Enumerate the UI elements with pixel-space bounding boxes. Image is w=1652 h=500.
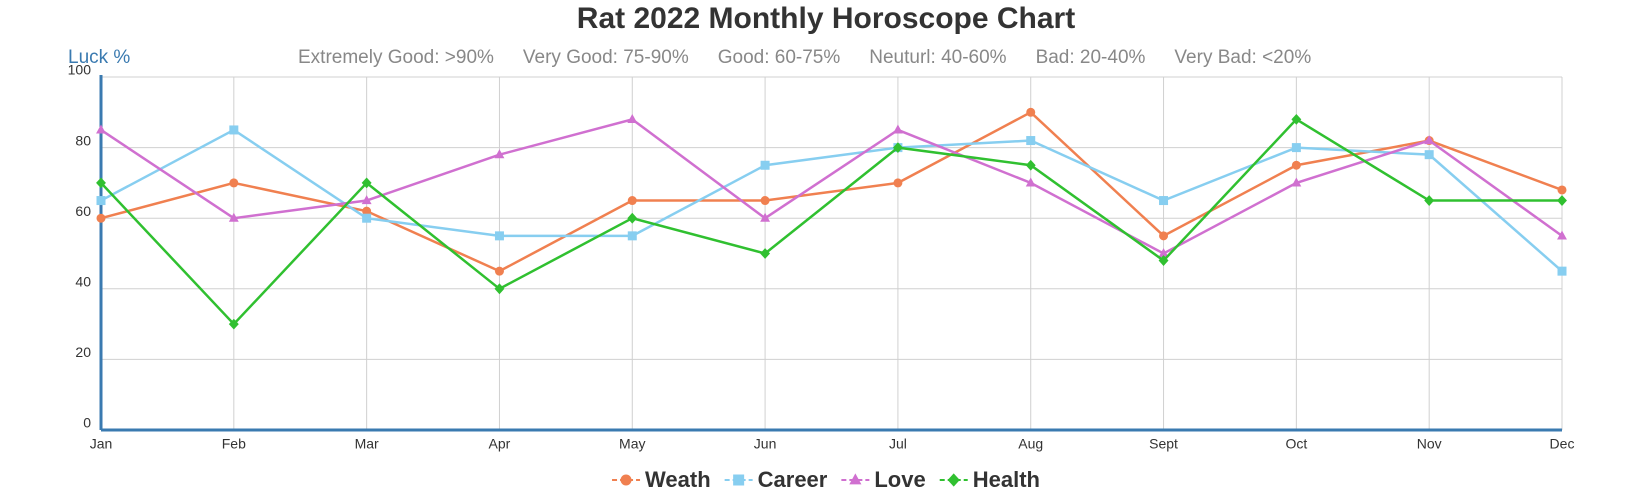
- point: [362, 206, 372, 216]
- point: [228, 318, 239, 330]
- x-tick-label: Oct: [1285, 436, 1307, 452]
- point: [96, 196, 106, 206]
- point: [627, 196, 637, 206]
- point: [494, 231, 504, 241]
- point: [1159, 231, 1169, 241]
- point: [892, 142, 903, 153]
- point: [849, 473, 862, 485]
- point: [1025, 159, 1036, 171]
- point: [1159, 196, 1169, 206]
- point: [620, 474, 632, 486]
- point: [1291, 143, 1301, 153]
- point: [1025, 177, 1036, 187]
- y-tick-label: 20: [75, 344, 91, 360]
- legend-item: Career: [724, 467, 828, 492]
- legend-label: Health: [973, 467, 1040, 492]
- point: [1557, 266, 1567, 276]
- point: [494, 149, 505, 159]
- point: [1026, 107, 1036, 117]
- x-tick-label: Mar: [355, 436, 379, 452]
- point: [893, 178, 903, 188]
- point: [892, 124, 903, 134]
- point: [96, 213, 106, 223]
- point: [760, 196, 770, 206]
- point: [1291, 177, 1302, 187]
- point: [1557, 195, 1567, 206]
- chart-title: Rat 2022 Monthly Horoscope Chart: [577, 2, 1075, 35]
- y-tick-label: 0: [83, 415, 91, 431]
- point: [1158, 255, 1169, 266]
- band-label: Neuturl: 40-60%: [869, 47, 1006, 68]
- point: [494, 266, 504, 276]
- legend-label: Weath: [645, 467, 711, 492]
- point: [1291, 160, 1301, 170]
- legend-item: Love: [841, 467, 926, 492]
- point: [228, 212, 239, 222]
- legend-label: Career: [758, 467, 828, 492]
- x-tick-label: Aug: [1018, 436, 1043, 452]
- x-tick-label: Nov: [1417, 436, 1442, 452]
- point: [362, 213, 372, 223]
- band-label: Very Good: 75-90%: [523, 47, 689, 68]
- y-axis-label: Luck %: [68, 47, 130, 68]
- x-tick-label: Apr: [489, 436, 511, 452]
- x-tick-label: Jul: [889, 436, 907, 452]
- point: [1158, 248, 1169, 258]
- point: [1557, 230, 1567, 240]
- y-tick-label: 60: [75, 203, 91, 219]
- point: [733, 474, 745, 486]
- point: [96, 124, 106, 134]
- band-label: Good: 60-75%: [718, 47, 841, 68]
- band-label: Very Bad: <20%: [1174, 47, 1311, 68]
- point: [760, 248, 771, 259]
- point: [229, 178, 239, 188]
- legend-item: Health: [939, 467, 1040, 492]
- point: [1557, 185, 1567, 195]
- series-line: [100, 110, 1563, 273]
- point: [1424, 150, 1434, 160]
- point: [229, 125, 239, 135]
- point: [361, 177, 372, 189]
- point: [1026, 136, 1036, 146]
- band-label: Extremely Good: >90%: [298, 47, 494, 68]
- point: [760, 160, 770, 170]
- point: [1291, 113, 1302, 125]
- point: [627, 212, 638, 224]
- x-tick-label: Jan: [90, 436, 113, 452]
- x-tick-label: May: [619, 436, 645, 452]
- point: [1424, 195, 1435, 206]
- point: [947, 473, 960, 487]
- point: [627, 231, 637, 241]
- series-line: [100, 117, 1562, 326]
- point: [627, 113, 638, 123]
- y-tick-label: 80: [75, 132, 91, 148]
- band-label: Bad: 20-40%: [1036, 47, 1146, 68]
- point: [494, 283, 505, 295]
- y-tick-label: 100: [68, 62, 92, 78]
- y-tick-label: 40: [75, 274, 91, 290]
- x-tick-label: Sept: [1149, 436, 1178, 452]
- x-tick-label: Dec: [1550, 436, 1575, 452]
- point: [361, 195, 372, 205]
- series-line: [100, 117, 1563, 255]
- x-tick-label: Feb: [222, 436, 246, 452]
- legend-label: Love: [874, 467, 925, 492]
- point: [96, 177, 106, 189]
- legend-item: Weath: [612, 467, 711, 492]
- x-tick-label: Jun: [754, 436, 777, 452]
- point: [760, 212, 771, 222]
- point: [1424, 135, 1435, 145]
